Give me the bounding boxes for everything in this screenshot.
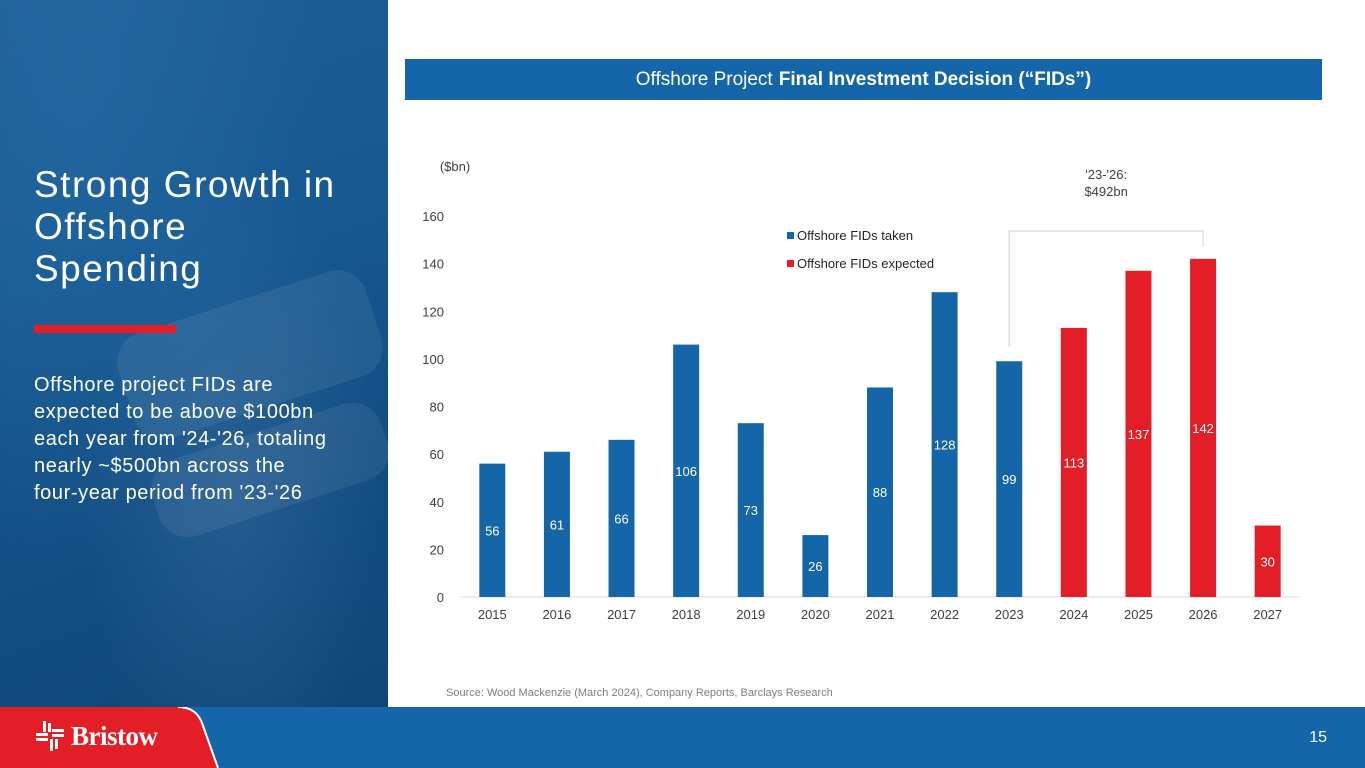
x-tick-label: 2023: [995, 607, 1024, 622]
bar-2017: [608, 439, 635, 597]
y-tick-label: 40: [430, 495, 444, 510]
bar-2021: [867, 387, 893, 597]
data-label-2016: 61: [550, 517, 564, 532]
banner-title-bold: Final Investment Decision (“FIDs”): [778, 68, 1092, 90]
y-tick-label: 160: [422, 209, 444, 224]
data-label-2027: 30: [1260, 554, 1274, 569]
page-number: 15: [1309, 729, 1327, 746]
x-tick-label: 2018: [672, 607, 701, 622]
bar-2015: [479, 463, 506, 597]
chart-title-banner: Offshore Project Final Investment Decisi…: [405, 59, 1322, 100]
banner-title-light: Offshore Project: [635, 68, 773, 90]
y-tick-label: 120: [422, 304, 444, 319]
x-tick-label: 2016: [542, 607, 571, 622]
bar-2018: [673, 344, 700, 597]
x-tick-label: 2026: [1189, 607, 1218, 622]
footer-brand-block: [0, 707, 219, 768]
bar-2027: [1254, 525, 1281, 597]
fid-bar-chart: ($bn) 0 20 40 60 80 100 120 140 160 2015 2016 2017…: [422, 159, 1300, 622]
left-panel: Strong Growth in Offshore Spending Offsh…: [0, 0, 388, 707]
bar-2020: [802, 535, 829, 597]
x-tick-label: 2020: [801, 607, 830, 622]
y-tick-label: 140: [422, 257, 444, 272]
x-tick-label: 2022: [930, 607, 959, 622]
slide-body-text: Offshore project FIDs are expected to be…: [34, 374, 327, 504]
bar-2025: [1125, 270, 1152, 597]
data-label-2018: 106: [675, 464, 697, 479]
data-label-2020: 26: [808, 559, 822, 574]
bar-2016: [543, 451, 570, 597]
accent-divider: [34, 325, 176, 333]
legend: Offshore FIDs taken Offshore FIDs expecte…: [787, 228, 934, 271]
annotation-bracket: [1008, 230, 1204, 347]
bristow-logo: Bristow: [35, 720, 158, 752]
data-label-2015: 56: [485, 523, 499, 538]
data-label-2023: 99: [1002, 472, 1016, 487]
data-label-2017: 66: [614, 511, 628, 526]
x-tick-label: 2017: [607, 607, 636, 622]
y-tick-label: 20: [430, 542, 444, 557]
bar-2026: [1190, 258, 1217, 597]
bristow-logo-icon: [36, 721, 64, 751]
x-tick-label: 2024: [1059, 607, 1088, 622]
bar-2023: [996, 361, 1023, 597]
y-tick-label: 60: [430, 447, 444, 462]
legend-label-expected: Offshore FIDs expected: [797, 256, 934, 271]
y-axis-label: ($bn): [440, 159, 470, 174]
footer-bar: Bristow 15: [0, 707, 1365, 768]
x-tick-label: 2015: [478, 607, 507, 622]
bar-2022: [931, 292, 958, 597]
y-tick-label: 80: [430, 400, 444, 415]
x-tick-label: 2019: [736, 607, 765, 622]
y-tick-label: 0: [437, 590, 444, 605]
data-label-2025: 137: [1128, 427, 1150, 442]
legend-label-taken: Offshore FIDs taken: [797, 228, 913, 243]
source-note: Source: Wood Mackenzie (March 2024), Com…: [446, 687, 833, 699]
data-label-2022: 128: [934, 438, 956, 453]
annotation-label-total: $492bn: [1084, 184, 1127, 199]
legend-swatch-taken: [787, 232, 794, 239]
annotation-label-period: '23-'26:: [1085, 167, 1127, 182]
range-annotation: '23-'26: $492bn: [1008, 167, 1204, 347]
brand-name: Bristow: [71, 720, 158, 751]
x-tick-label: 2025: [1124, 607, 1153, 622]
bar-2019: [737, 423, 764, 597]
legend-swatch-expected: [787, 260, 794, 267]
bar-2024: [1060, 327, 1087, 597]
data-label-2019: 73: [744, 503, 758, 518]
data-label-2024: 113: [1063, 455, 1084, 470]
y-tick-label: 100: [422, 352, 444, 367]
x-tick-label: 2021: [866, 607, 895, 622]
slide-title: Strong Growth in Offshore Spending: [34, 164, 336, 289]
data-label-2021: 88: [873, 485, 887, 500]
data-label-2026: 142: [1192, 421, 1214, 436]
x-tick-label: 2027: [1253, 607, 1282, 622]
